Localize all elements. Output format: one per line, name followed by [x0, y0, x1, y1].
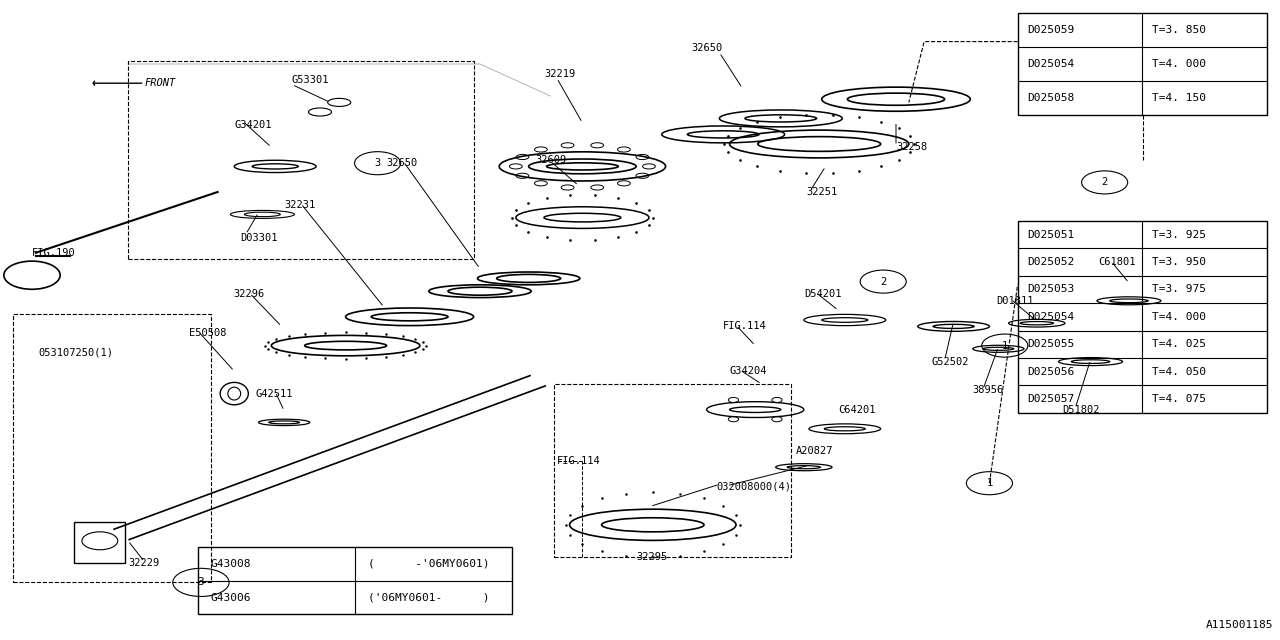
Bar: [74, 522, 125, 563]
Text: FIG.114: FIG.114: [557, 456, 600, 466]
Text: T=4. 000: T=4. 000: [1152, 312, 1206, 322]
Text: T=3. 950: T=3. 950: [1152, 257, 1206, 267]
Text: D025058: D025058: [1028, 93, 1075, 103]
Text: G34204: G34204: [730, 366, 767, 376]
Bar: [1018, 221, 1267, 413]
Text: T=4. 050: T=4. 050: [1152, 367, 1206, 377]
Text: D025052: D025052: [1028, 257, 1075, 267]
Text: D025054: D025054: [1028, 59, 1075, 69]
Text: D51802: D51802: [1062, 404, 1100, 415]
Text: D03301: D03301: [241, 233, 278, 243]
Text: 3: 3: [375, 158, 380, 168]
Text: 2: 2: [881, 276, 886, 287]
Text: A115001185: A115001185: [1206, 620, 1274, 630]
Text: 3: 3: [197, 577, 205, 588]
Text: G43006: G43006: [211, 593, 251, 603]
Text: 32295: 32295: [636, 552, 667, 562]
Text: 32609: 32609: [535, 155, 566, 165]
Text: D025053: D025053: [1028, 284, 1075, 294]
Text: G42511: G42511: [256, 388, 293, 399]
Text: 32650: 32650: [387, 158, 417, 168]
Text: E50508: E50508: [189, 328, 227, 338]
Text: D54201: D54201: [804, 289, 841, 300]
Text: 32219: 32219: [544, 68, 575, 79]
Text: FRONT: FRONT: [145, 78, 175, 88]
Text: D025056: D025056: [1028, 367, 1075, 377]
Text: 32231: 32231: [284, 200, 315, 210]
Text: 32296: 32296: [233, 289, 264, 300]
Text: (      -'06MY0601): ( -'06MY0601): [367, 559, 489, 569]
Text: T=4. 000: T=4. 000: [1152, 59, 1206, 69]
Text: G53301: G53301: [292, 75, 329, 85]
Text: D025057: D025057: [1028, 394, 1075, 404]
Text: T=4. 025: T=4. 025: [1152, 339, 1206, 349]
Text: D025055: D025055: [1028, 339, 1075, 349]
Text: 38956: 38956: [973, 385, 1004, 396]
Text: 053107250(1): 053107250(1): [38, 347, 114, 357]
Text: 032008000(4): 032008000(4): [717, 481, 792, 492]
Text: 32251: 32251: [806, 187, 837, 197]
Text: C61801: C61801: [1098, 257, 1135, 268]
Text: 1: 1: [1002, 340, 1007, 351]
Text: 32650: 32650: [691, 43, 722, 53]
Text: 2: 2: [1102, 177, 1107, 188]
Bar: [1018, 13, 1267, 115]
Text: D025051: D025051: [1028, 230, 1075, 239]
Text: G52502: G52502: [932, 356, 969, 367]
Text: D01811: D01811: [996, 296, 1033, 306]
Text: FIG.114: FIG.114: [723, 321, 767, 332]
Text: G43008: G43008: [211, 559, 251, 569]
Text: D025059: D025059: [1028, 25, 1075, 35]
Text: FIG.190: FIG.190: [32, 248, 76, 258]
Text: 32258: 32258: [896, 142, 927, 152]
Text: A20827: A20827: [796, 446, 833, 456]
Text: 32229: 32229: [128, 558, 159, 568]
Text: 1: 1: [987, 478, 992, 488]
Text: C64201: C64201: [838, 404, 876, 415]
Text: T=3. 850: T=3. 850: [1152, 25, 1206, 35]
Bar: [198, 547, 512, 614]
Text: ('06MY0601-      ): ('06MY0601- ): [367, 593, 489, 603]
Text: T=4. 150: T=4. 150: [1152, 93, 1206, 103]
Text: T=3. 975: T=3. 975: [1152, 284, 1206, 294]
Text: T=3. 925: T=3. 925: [1152, 230, 1206, 239]
Text: T=4. 075: T=4. 075: [1152, 394, 1206, 404]
Text: G34201: G34201: [234, 120, 271, 130]
Text: D025054: D025054: [1028, 312, 1075, 322]
